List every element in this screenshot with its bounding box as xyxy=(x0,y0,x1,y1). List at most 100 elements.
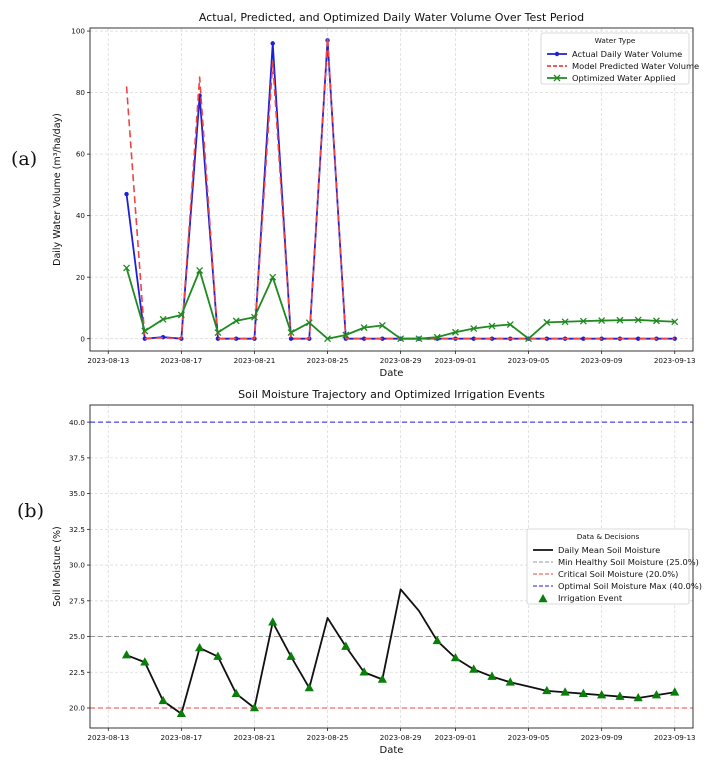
irrigation-event-marker xyxy=(195,642,205,652)
irrigation-event-marker xyxy=(505,677,515,686)
data-point-optimized xyxy=(378,322,386,329)
irrigation-event-marker xyxy=(176,708,186,718)
chart-b-soil-moisture: 2023-08-13 2023-08-17 2023-08-21 2023-08-25… xyxy=(52,388,702,756)
data-point-optimized xyxy=(342,331,350,339)
y-tick-label: 100 xyxy=(71,27,85,36)
y-tick-label: 32.5 xyxy=(69,525,85,534)
legend-title: Data & Decisions xyxy=(577,532,640,541)
x-tick-label: 2023-08-13 xyxy=(87,733,129,742)
x-tick-label: 2023-08-17 xyxy=(160,356,202,365)
legend-item-label: Irrigation Event xyxy=(558,593,623,603)
plot-frame xyxy=(89,27,694,352)
x-tick-label: 2023-08-25 xyxy=(307,356,349,365)
irrigation-event-marker xyxy=(359,667,369,676)
legend-item-label: Optimized Water Applied xyxy=(572,73,675,83)
data-point-optimized xyxy=(305,319,313,327)
data-point-optimized xyxy=(360,324,368,332)
data-point-actual xyxy=(270,41,275,46)
irrigation-event-marker xyxy=(651,690,662,699)
y-tick-label: 80 xyxy=(76,88,86,97)
irrigation-event-marker xyxy=(578,688,588,697)
irrigation-event-marker xyxy=(231,688,241,697)
legend-item-label: Daily Mean Soil Moisture xyxy=(558,545,660,555)
irrigation-event-marker xyxy=(213,651,223,660)
data-point-optimized xyxy=(196,266,204,274)
data-point-optimized xyxy=(250,313,258,321)
x-tick-label: 2023-08-29 xyxy=(380,733,422,742)
x-tick-label: 2023-09-13 xyxy=(654,733,696,742)
data-point-optimized xyxy=(397,335,405,343)
data-point-optimized xyxy=(652,317,660,325)
data-point-actual xyxy=(635,336,641,341)
y-tick-label: 0 xyxy=(80,334,85,343)
legend-item-label: Optimal Soil Moisture Max (40.0%) xyxy=(558,581,702,591)
data-point-optimized xyxy=(561,318,569,326)
data-point-optimized xyxy=(470,325,478,333)
y-tick-label: 22.5 xyxy=(69,668,85,677)
data-point-optimized xyxy=(287,329,295,337)
data-point-optimized xyxy=(616,316,624,324)
x-tick-label: 2023-09-13 xyxy=(654,356,696,365)
data-point-optimized xyxy=(159,315,167,323)
y-tick-label: 27.5 xyxy=(69,596,85,605)
irrigation-event-marker xyxy=(615,691,625,700)
legend-marker-irrigation xyxy=(538,594,548,603)
irrigation-event-marker xyxy=(670,687,680,696)
data-point-optimized xyxy=(141,327,149,335)
x-tick-label: 2023-09-01 xyxy=(435,356,477,365)
data-point-actual xyxy=(288,336,294,341)
data-point-optimized xyxy=(451,328,459,336)
legend-item-label: Min Healthy Soil Moisture (25.0%) xyxy=(558,557,699,567)
data-point-optimized xyxy=(177,311,185,319)
data-point-optimized xyxy=(232,317,240,325)
data-point-optimized xyxy=(598,317,606,325)
data-point-actual xyxy=(142,336,148,341)
x-tick-label: 2023-09-01 xyxy=(435,733,477,742)
data-point-optimized xyxy=(579,317,587,325)
irrigation-event-marker xyxy=(633,692,643,702)
x-tick-label: 2023-08-13 xyxy=(87,356,129,365)
legend-box xyxy=(526,528,690,605)
irrigation-event-marker xyxy=(249,702,260,712)
legend-item-label: Actual Daily Water Volume xyxy=(572,49,682,59)
irrigation-event-marker xyxy=(121,650,132,659)
data-point-optimized xyxy=(415,335,423,343)
data-point-optimized xyxy=(543,318,551,326)
irrigation-event-marker xyxy=(304,682,314,692)
plot-frame xyxy=(89,404,694,729)
legend-item-label: Model Predicted Water Volume xyxy=(572,61,699,71)
irrigation-event-marker xyxy=(597,690,607,699)
data-point-optimized xyxy=(634,316,642,324)
irrigation-event-marker xyxy=(432,635,442,645)
panel-label-b: (b) xyxy=(17,500,44,522)
x-tick-label: 2023-08-25 xyxy=(307,733,349,742)
data-point-optimized xyxy=(671,318,679,326)
irrigation-event-marker xyxy=(487,671,497,680)
legend-item-label: Critical Soil Moisture (20.0%) xyxy=(558,569,678,579)
irrigation-event-marker xyxy=(140,657,150,666)
y-tick-label: 25.0 xyxy=(69,632,85,641)
data-point-optimized xyxy=(123,264,131,272)
irrigation-event-marker xyxy=(377,674,387,683)
y-tick-label: 60 xyxy=(76,150,86,159)
y-tick-label: 20 xyxy=(76,273,86,282)
y-tick-label: 37.5 xyxy=(69,453,85,462)
data-point-actual xyxy=(215,336,221,341)
data-point-actual xyxy=(471,336,476,341)
data-point-actual xyxy=(581,336,586,341)
data-point-actual xyxy=(380,336,385,341)
x-axis-label: Date xyxy=(380,368,404,379)
data-point-actual xyxy=(124,191,129,197)
irrigation-event-marker xyxy=(450,652,461,662)
data-point-optimized xyxy=(269,273,277,281)
x-tick-label: 2023-09-09 xyxy=(581,733,623,742)
data-point-actual xyxy=(361,336,367,341)
irrigation-event-marker xyxy=(286,651,296,660)
y-tick-label: 40.0 xyxy=(69,418,85,427)
y-tick-label: 30.0 xyxy=(69,561,85,570)
irrigation-event-marker xyxy=(560,687,570,696)
irrigation-event-marker xyxy=(469,664,479,673)
y-tick-label: 35.0 xyxy=(69,489,85,498)
data-point-optimized xyxy=(525,335,533,343)
